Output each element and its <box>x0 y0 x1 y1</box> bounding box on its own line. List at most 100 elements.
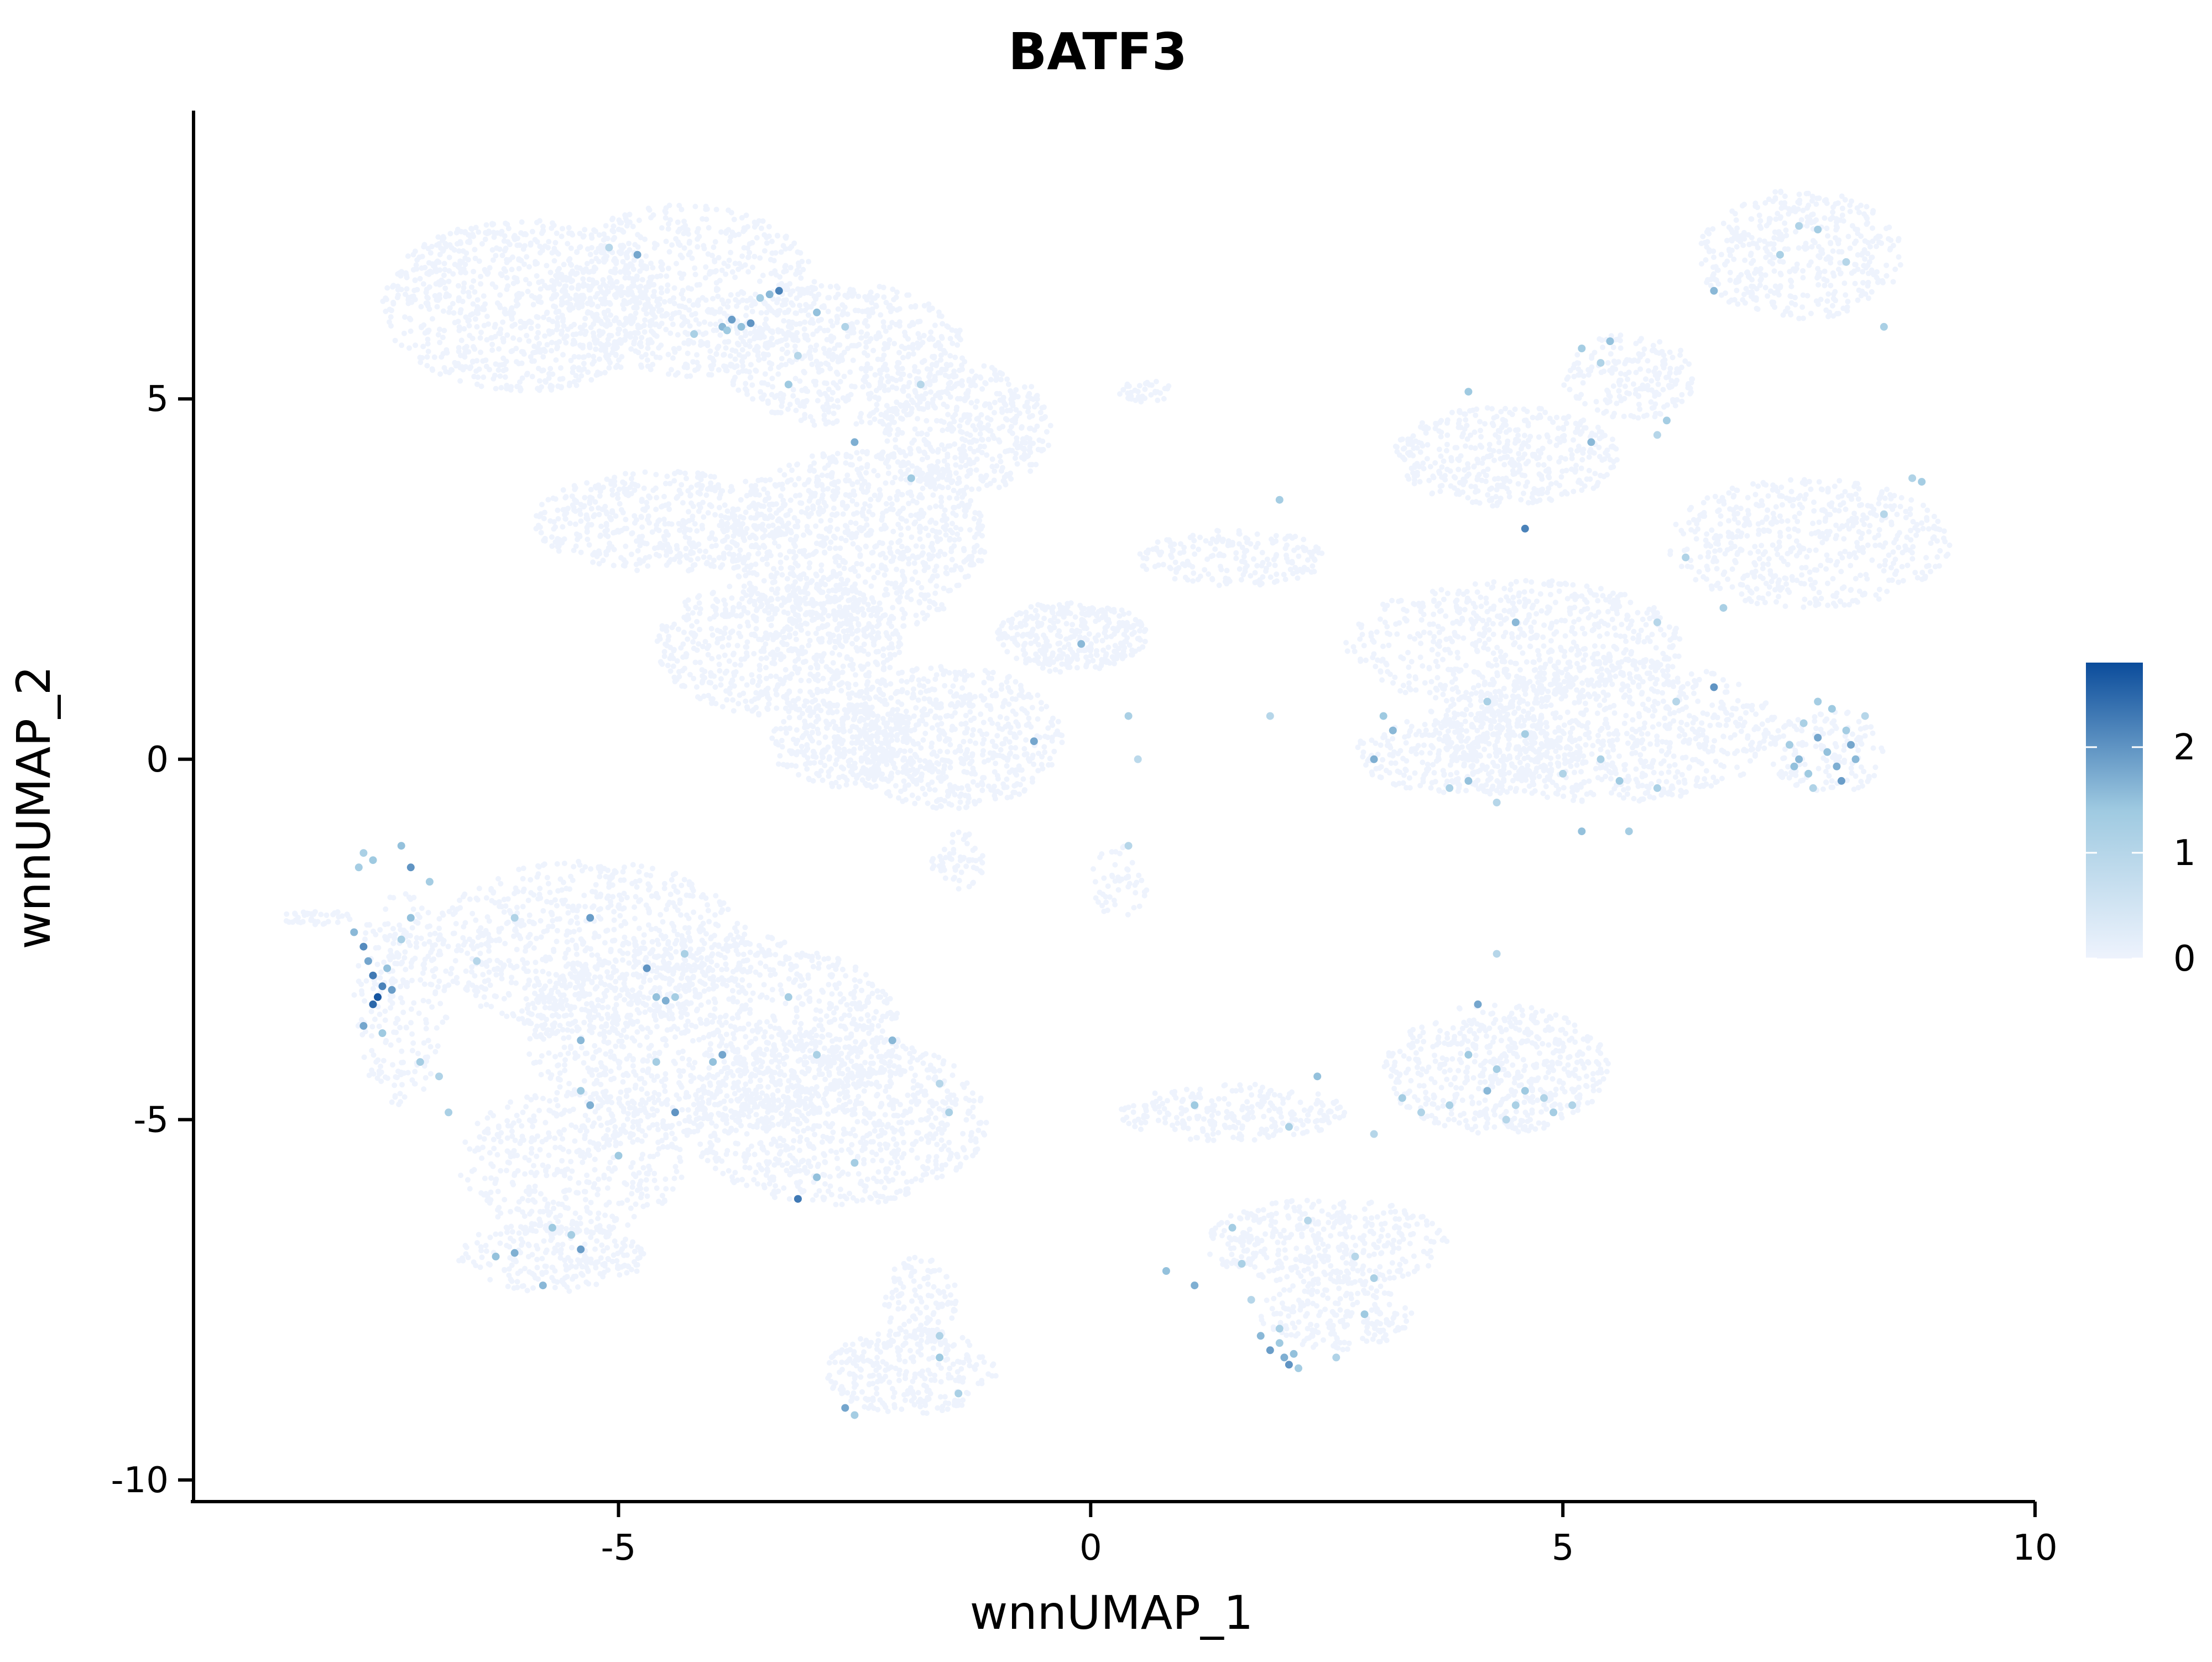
cell-point <box>412 248 418 254</box>
cell-point <box>662 313 668 319</box>
cell-point <box>478 330 484 335</box>
cell-point <box>626 275 632 281</box>
cell-point <box>780 640 786 647</box>
cell-point <box>740 368 746 374</box>
cell-point <box>682 600 688 605</box>
cell-point <box>1046 442 1051 449</box>
cell-point <box>892 652 898 658</box>
cell-point <box>593 256 599 262</box>
cell-point <box>731 683 737 689</box>
cell-point <box>500 336 507 342</box>
cell-point <box>920 544 926 550</box>
cell-point <box>964 412 970 418</box>
cell-point <box>701 693 707 699</box>
cell-point <box>878 455 884 461</box>
cell-point <box>514 359 519 365</box>
cell-point <box>937 549 943 555</box>
cell-point <box>613 260 619 267</box>
cell-point <box>629 530 635 536</box>
cell-point <box>837 379 843 384</box>
cell-point <box>895 522 901 528</box>
cell-point <box>432 266 439 272</box>
cell-point <box>945 411 951 418</box>
cell-point <box>906 411 912 418</box>
cell-point <box>850 357 856 363</box>
cell-point <box>696 233 702 239</box>
cell-point <box>635 330 641 336</box>
cell-point <box>967 471 973 476</box>
cell-point <box>617 286 623 293</box>
cell-point <box>745 555 751 561</box>
cell-point <box>584 480 590 486</box>
background-cells <box>283 189 1953 1416</box>
cell-point <box>549 330 555 336</box>
cell-point <box>896 447 902 453</box>
cell-point <box>1030 779 1035 785</box>
cell-point <box>913 543 919 549</box>
cell-point <box>556 536 562 543</box>
cell-point <box>629 263 635 269</box>
cell-point <box>722 652 728 658</box>
cell-point <box>451 310 457 316</box>
cell-point <box>505 226 512 232</box>
cell-point <box>752 632 757 638</box>
cell-point <box>807 467 813 473</box>
cell-point <box>399 342 405 348</box>
cell-point <box>938 503 944 509</box>
cell-point <box>761 533 768 539</box>
cell-point <box>620 562 627 569</box>
cell-point <box>547 366 554 372</box>
cell-point <box>793 408 799 414</box>
cell-point <box>855 627 861 633</box>
cell-point <box>1044 429 1050 435</box>
cell-point <box>637 534 643 540</box>
cell-point <box>792 493 799 499</box>
cell-point <box>496 330 502 336</box>
cell-point <box>757 598 763 604</box>
cell-point <box>757 255 763 261</box>
cell-point <box>586 352 592 358</box>
cell-point <box>589 244 594 251</box>
cell-point <box>539 368 545 374</box>
cell-point <box>688 500 694 506</box>
cell-point <box>789 671 795 677</box>
cell-point <box>708 366 714 372</box>
cell-point <box>737 547 743 553</box>
cell-point <box>807 344 813 350</box>
cell-point <box>536 279 542 285</box>
cell-point <box>888 681 894 687</box>
cell-point <box>952 455 958 461</box>
cell-point <box>801 326 807 332</box>
cell-point <box>1008 388 1014 394</box>
cell-point <box>879 450 885 456</box>
cell-point <box>611 223 617 229</box>
cell-point <box>536 341 542 347</box>
cell-point <box>685 350 691 356</box>
cell-point <box>639 354 645 360</box>
cell-point <box>744 305 749 311</box>
cell-point <box>570 278 575 284</box>
cell-point <box>705 340 711 346</box>
cell-point <box>807 638 813 644</box>
cell-point <box>440 308 446 314</box>
cell-point <box>790 549 796 555</box>
cell-point <box>724 697 730 703</box>
cell-point <box>794 330 800 336</box>
cell-point <box>797 549 803 554</box>
cell-point <box>682 222 688 228</box>
cell-point <box>598 523 604 529</box>
cell-point <box>864 451 870 457</box>
cell-point <box>484 337 490 343</box>
cell-point <box>937 536 943 542</box>
cell-point <box>885 470 891 476</box>
cell-point <box>815 366 821 371</box>
cell-point <box>915 477 921 483</box>
cell-point <box>919 456 925 462</box>
cell-point <box>923 525 929 532</box>
cell-point <box>739 358 745 364</box>
cell-point <box>582 494 588 501</box>
cell-point <box>833 582 839 588</box>
cell-point <box>883 501 889 507</box>
cell-point <box>483 269 489 274</box>
cell-point <box>815 678 821 684</box>
